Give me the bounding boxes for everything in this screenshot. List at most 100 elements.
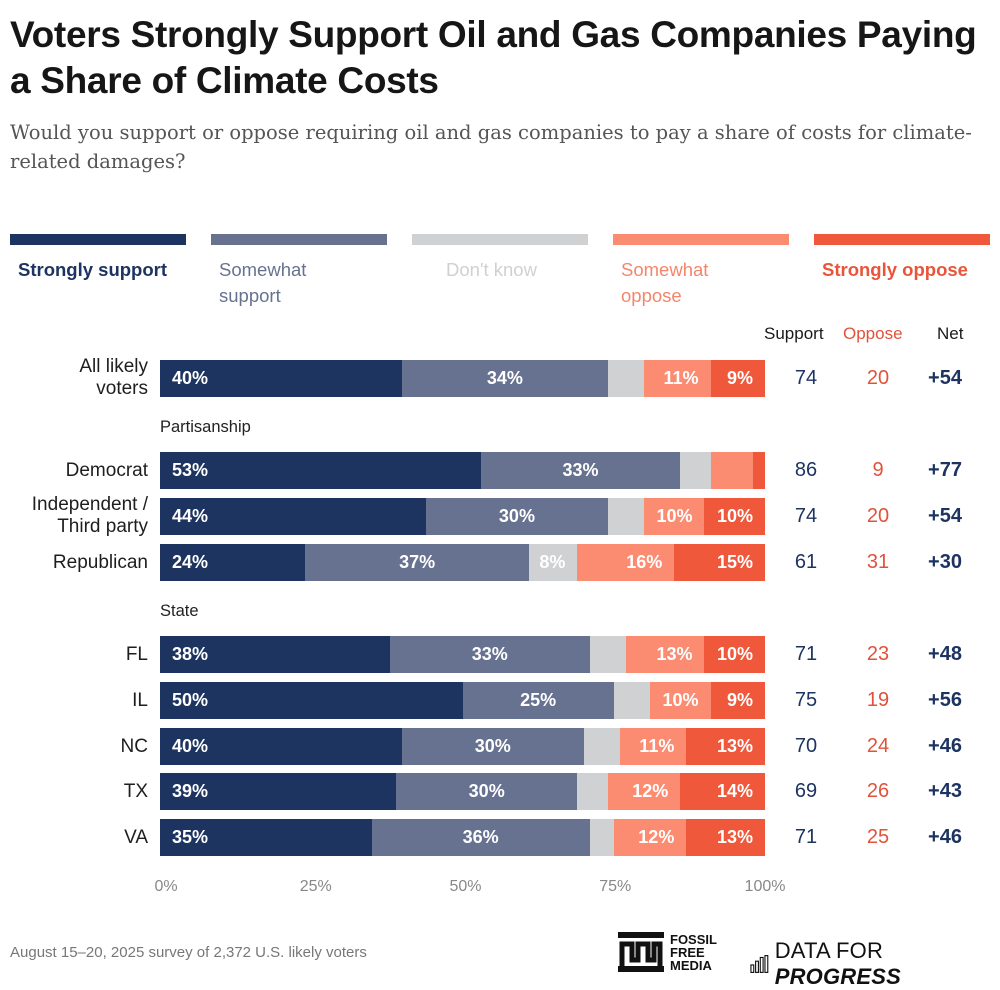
data-label: 9% [726, 368, 753, 388]
bar-segment-strongly-oppose: 9% [710, 360, 765, 397]
support-value: 74 [794, 367, 818, 389]
bar-segment-dont-know [577, 773, 608, 810]
group-label-partisanship: Partisanship [160, 418, 251, 436]
x-tick-label: 100% [744, 878, 786, 895]
legend-label: Strongly support [18, 259, 168, 280]
data-label: 10% [656, 506, 693, 526]
net-value: +77 [928, 459, 962, 481]
fossil-free-media-icon [618, 932, 664, 972]
data-label: 38% [172, 644, 209, 664]
row-label: Democrat [65, 460, 148, 481]
stacked-bar: 40% 34% 11% 9% [160, 360, 765, 397]
bar-segment-strongly-oppose [752, 452, 765, 489]
bar-segment-strongly-support: 40% [160, 728, 402, 765]
data-label: 36% [462, 827, 499, 847]
data-label: 10% [716, 506, 753, 526]
net-value: +30 [928, 551, 962, 573]
data-label: 11% [639, 736, 675, 756]
data-label: 37% [399, 552, 436, 572]
net-value: +43 [928, 780, 962, 802]
fossil-free-media-logo: FOSSIL FREE MEDIA [618, 932, 717, 972]
survey-footnote: August 15–20, 2025 survey of 2,372 U.S. … [10, 944, 367, 961]
column-header-net: Net [937, 324, 964, 343]
ffm-logo-line-3: MEDIA [670, 957, 712, 973]
bar-segment-strongly-oppose: 10% [704, 498, 765, 535]
stacked-bar: 50% 25% 10% 9% [160, 682, 765, 719]
bar-segment-somewhat-support: 34% [402, 360, 608, 397]
net-value: +56 [928, 689, 962, 711]
stacked-bar: 39% 30% 12% 14% [160, 773, 765, 810]
bar-segment-strongly-support: 38% [160, 636, 390, 673]
bar-segment-strongly-oppose: 9% [710, 682, 765, 719]
support-value: 75 [794, 689, 818, 711]
data-label: 39% [172, 781, 209, 801]
data-label: 25% [520, 690, 557, 710]
row-label: Republican [52, 552, 148, 573]
bar-segment-dont-know [589, 636, 626, 673]
bar-segment-strongly-oppose: 14% [680, 773, 765, 810]
data-label: 50% [172, 690, 209, 710]
bar-segment-strongly-support: 40% [160, 360, 402, 397]
data-label: 35% [172, 827, 209, 847]
bar-segment-somewhat-support: 33% [480, 452, 681, 489]
data-label: 13% [716, 736, 753, 756]
bar-segment-somewhat-support: 37% [305, 544, 530, 581]
data-label: 34% [486, 368, 523, 388]
data-label: 9% [726, 690, 753, 710]
net-value: +46 [928, 735, 962, 757]
bar-segment-somewhat-support: 30% [426, 498, 608, 535]
bar-segment-strongly-oppose: 13% [686, 728, 765, 765]
bar-segment-strongly-support: 53% [160, 452, 481, 489]
bar-segment-strongly-support: 39% [160, 773, 396, 810]
bar-segment-dont-know [607, 498, 644, 535]
data-label: 53% [172, 460, 209, 480]
support-value: 74 [794, 505, 818, 527]
ffm-logo-line-1: FOSSIL [670, 931, 717, 947]
data-label: 12% [638, 827, 675, 847]
bar-segment-dont-know [607, 360, 644, 397]
bar-chart-icon [750, 955, 769, 973]
row-label: All likely voters [79, 356, 148, 399]
bar-segment-somewhat-oppose: 12% [607, 773, 681, 810]
data-label: 33% [562, 460, 599, 480]
bar-segment-somewhat-oppose: 10% [643, 498, 705, 535]
stacked-bar: 44% 30% 10% 10% [160, 498, 765, 535]
legend-label: Somewhat oppose [621, 259, 709, 306]
bar-segment-somewhat-support: 30% [402, 728, 584, 765]
bar-segment-somewhat-oppose: 11% [619, 728, 687, 765]
row-label: IL [132, 690, 148, 711]
column-header-support: Support [764, 324, 824, 343]
oppose-value: 20 [866, 367, 890, 389]
bar-segment-dont-know [680, 452, 711, 489]
oppose-value: 9 [872, 459, 884, 481]
row-label: VA [124, 827, 148, 848]
data-label: 10% [662, 690, 699, 710]
data-label: 13% [716, 827, 753, 847]
bar-segment-strongly-oppose: 10% [704, 636, 765, 673]
legend-swatch [211, 234, 387, 245]
data-for-progress-logo: DATA FOR PROGRESS [750, 938, 1000, 990]
dfp-logo-light: DATA FOR [774, 938, 884, 963]
chart-title: Voters Strongly Support Oil and Gas Comp… [10, 14, 977, 101]
net-value: +54 [928, 505, 962, 527]
bar-segment-strongly-oppose: 15% [674, 544, 765, 581]
oppose-value: 19 [866, 689, 890, 711]
bar-segment-strongly-oppose: 13% [686, 819, 765, 856]
bar-segment-dont-know [589, 819, 614, 856]
data-label: 30% [498, 506, 535, 526]
legend-item-somewhat-support: Somewhat support [211, 234, 387, 309]
row-label: TX [123, 781, 148, 802]
bar-segment-somewhat-oppose: 10% [650, 682, 711, 719]
data-label: 12% [632, 781, 669, 801]
oppose-value: 23 [866, 643, 890, 665]
data-label: 11% [663, 368, 699, 388]
bar-segment-somewhat-support: 30% [395, 773, 578, 810]
legend-swatch [613, 234, 789, 245]
oppose-value: 20 [866, 505, 890, 527]
data-label: 33% [471, 644, 508, 664]
data-label: 40% [172, 368, 209, 388]
dfp-logo-bold: PROGRESS [774, 964, 901, 989]
bar-segment-somewhat-support: 33% [389, 636, 590, 673]
bar-segment-strongly-support: 24% [160, 544, 306, 581]
x-tick-label: 50% [449, 878, 482, 895]
